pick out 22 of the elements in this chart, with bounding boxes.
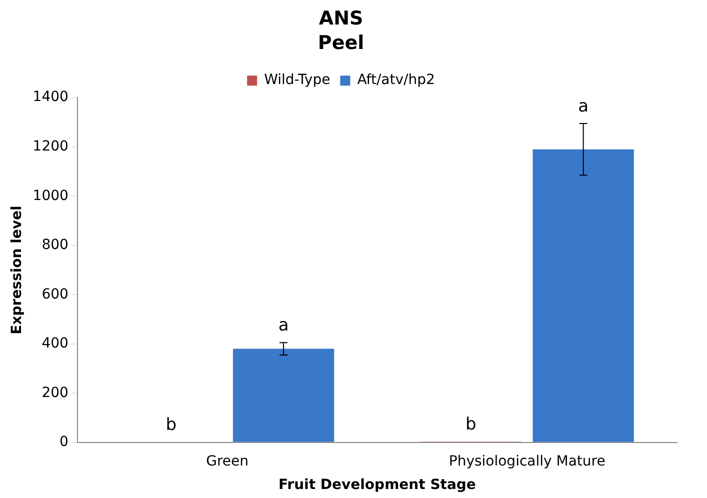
y-axis-title: Expression level xyxy=(9,206,26,334)
x-tick-label: Green xyxy=(206,453,249,470)
chart-title: ANS xyxy=(318,7,364,30)
legend-label: Aft/atv/hp2 xyxy=(357,72,435,88)
data-label: a xyxy=(278,316,289,336)
x-axis-title: Fruit Development Stage xyxy=(278,477,476,494)
y-tick-label: 1000 xyxy=(32,188,68,204)
y-tick-label: 800 xyxy=(42,237,68,254)
y-tick-label: 600 xyxy=(42,286,68,302)
x-tick-label: Physiologically Mature xyxy=(448,453,606,470)
y-tick-label: 1400 xyxy=(32,89,68,106)
data-label: a xyxy=(578,96,589,116)
bar xyxy=(532,149,634,442)
bar xyxy=(232,348,334,442)
y-tick-label: 400 xyxy=(42,336,68,352)
data-label: b xyxy=(466,414,476,435)
data-label: b xyxy=(166,414,177,435)
y-tick-label: 1200 xyxy=(32,138,68,154)
legend-label: Wild-Type xyxy=(264,72,330,88)
chart-subtitle: Peel xyxy=(318,32,364,54)
y-tick-label: 200 xyxy=(42,384,68,401)
y-tick-label: 0 xyxy=(60,434,68,450)
